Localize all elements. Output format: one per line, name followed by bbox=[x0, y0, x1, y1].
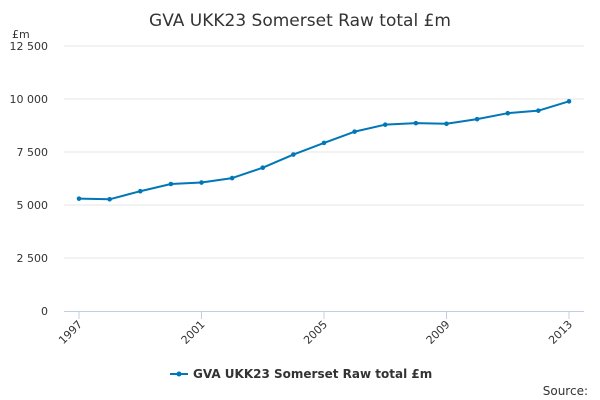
chart-title: GVA UKK23 Somerset Raw total £m bbox=[149, 11, 451, 31]
y-tick-label: 2 500 bbox=[17, 252, 49, 265]
data-point bbox=[137, 188, 143, 194]
data-point bbox=[321, 140, 327, 146]
y-tick-label: 12 500 bbox=[10, 40, 49, 53]
data-point bbox=[382, 122, 388, 127]
y-tick-label: 5 000 bbox=[17, 199, 49, 212]
data-point bbox=[413, 120, 419, 126]
x-tick-label: 1997 bbox=[56, 318, 85, 347]
data-point bbox=[229, 175, 235, 181]
data-point bbox=[505, 110, 511, 116]
series-layer bbox=[76, 99, 572, 202]
data-point bbox=[352, 129, 357, 134]
x-axis-tick-labels: 1997 2001 2005 2009 2013 bbox=[56, 318, 575, 347]
data-point bbox=[291, 152, 296, 157]
series-line bbox=[78, 100, 570, 201]
data-point bbox=[566, 99, 572, 104]
legend-label: GVA UKK23 Somerset Raw total £m bbox=[193, 367, 432, 381]
x-tick-label: 2005 bbox=[301, 318, 330, 347]
x-tick-label: 2013 bbox=[546, 318, 575, 347]
data-point bbox=[168, 181, 174, 187]
y-tick-label: 10 000 bbox=[10, 93, 49, 106]
legend-point-marker bbox=[176, 371, 182, 377]
x-tick-label: 2001 bbox=[179, 318, 208, 347]
x-axis bbox=[64, 311, 584, 319]
data-point bbox=[536, 108, 541, 113]
data-point bbox=[474, 116, 480, 122]
data-point bbox=[444, 121, 449, 127]
x-tick-label: 2009 bbox=[424, 318, 453, 347]
data-point bbox=[199, 180, 204, 185]
legend[interactable]: GVA UKK23 Somerset Raw total £m bbox=[170, 367, 432, 381]
data-point bbox=[260, 165, 266, 170]
y-tick-label: 0 bbox=[41, 305, 48, 318]
source-label[interactable]: Source: bbox=[543, 384, 588, 398]
y-axis-tick-labels: 0 2 500 5 000 7 500 10 000 12 500 bbox=[10, 40, 49, 318]
data-point bbox=[76, 196, 82, 201]
data-point bbox=[107, 196, 112, 202]
gridlines bbox=[64, 45, 584, 259]
y-tick-label: 7 500 bbox=[17, 146, 49, 159]
y-axis-unit-label: £m bbox=[12, 28, 30, 41]
